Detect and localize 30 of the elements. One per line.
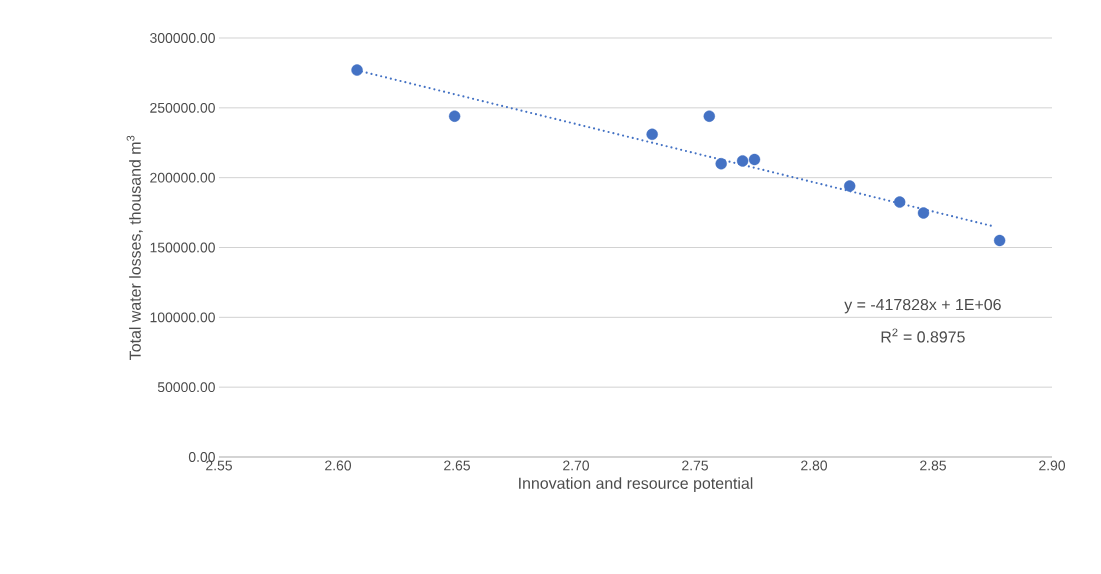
x-tick-label: 2.80 [801, 460, 828, 471]
y-tick-label: 300000.00 [150, 33, 215, 43]
x-tick-label: 2.75 [682, 460, 708, 471]
x-tick-label: 2.90 [1039, 460, 1066, 471]
point [703, 110, 715, 122]
y-tick-label: 50000.00 [157, 382, 215, 393]
point [646, 128, 658, 141]
x-tick-label: 2.70 [563, 460, 590, 471]
y-tick-label: 0.00 [188, 452, 215, 462]
point [448, 110, 461, 122]
x-axis-title: Innovation and resource potential [519, 477, 753, 493]
point [715, 158, 727, 170]
annotation: y = -417828x + 1E+06 [844, 298, 1001, 314]
y-tick-label: 250000.00 [150, 102, 215, 113]
y-tick-label: 200000.00 [150, 172, 215, 183]
point [993, 234, 1006, 247]
annotation: R$^{2}$ = 0.8975 [881, 328, 965, 343]
point [917, 207, 930, 219]
x-tick-label: 2.85 [920, 460, 946, 471]
x-tick-label: 2.60 [325, 460, 352, 471]
y-tick-label: 150000.00 [150, 242, 215, 253]
y-tick-label: 100000.00 [150, 312, 215, 323]
point [736, 155, 749, 167]
point [893, 196, 906, 208]
point [844, 180, 856, 192]
x-tick-label: 2.55 [206, 460, 232, 471]
point [748, 153, 761, 166]
x-tick-label: 2.65 [444, 460, 470, 471]
point [351, 64, 363, 76]
y-axis-title: Total water losses, thousand m$^{3}$ [126, 135, 143, 360]
